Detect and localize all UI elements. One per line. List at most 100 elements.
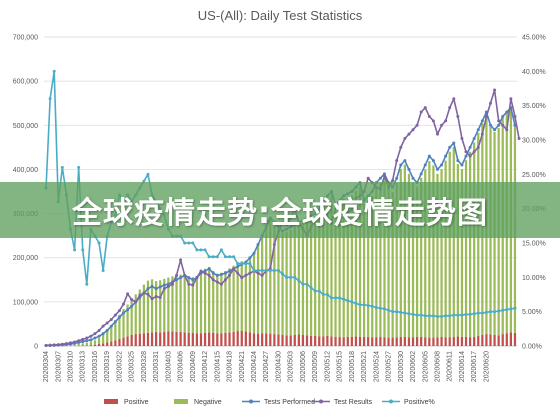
positive-point	[260, 268, 264, 272]
test-results-point	[464, 150, 468, 154]
right-tick-label: 35.00%	[522, 103, 546, 110]
test-results-point	[366, 176, 370, 180]
positive-point	[427, 314, 431, 318]
positive-point	[240, 262, 244, 266]
tests-performed-point	[81, 340, 85, 344]
test-results-point	[64, 342, 68, 346]
x-tick-label: 20200418	[227, 351, 234, 382]
positive-bar	[354, 336, 358, 346]
legend-item-positive: Positive%	[382, 399, 435, 406]
test-results-point	[505, 128, 509, 132]
positive-bar	[407, 337, 411, 346]
negative-bar	[322, 203, 325, 337]
negative-bar	[452, 146, 455, 337]
positive-bar	[367, 336, 370, 346]
test-results-point	[73, 340, 77, 344]
right-tick-label: 45.00%	[522, 35, 546, 42]
test-results-point	[97, 329, 101, 333]
test-results-point	[403, 137, 407, 141]
legend: Positive Negative Tests Performed Test Resu…	[104, 399, 435, 406]
x-tick-label: 20200328	[141, 351, 148, 382]
positive-bar	[460, 336, 464, 346]
negative-bar	[159, 280, 162, 333]
positive-point	[362, 303, 366, 307]
negative-bar	[362, 204, 366, 337]
negative-bar	[236, 262, 239, 331]
tests-performed-point	[146, 287, 150, 291]
x-tick-label: 20200430	[275, 351, 282, 382]
negative-bar	[338, 204, 341, 337]
negative-bar	[289, 229, 292, 336]
positive-bar	[371, 337, 374, 346]
negative-bar	[411, 182, 415, 338]
positive-bar	[281, 334, 284, 346]
positive-point	[395, 310, 399, 314]
legend-item-test-results: Test Results	[312, 399, 373, 406]
left-tick-label: 400,000	[13, 167, 38, 174]
negative-bar	[464, 160, 468, 337]
positive-point	[415, 313, 419, 317]
test-results-point	[468, 154, 472, 158]
positive-point	[493, 310, 497, 314]
positive-bar	[297, 334, 300, 346]
negative-bar	[191, 277, 194, 333]
positive-bar	[485, 334, 488, 346]
test-results-point	[130, 298, 134, 302]
positive-bar	[338, 336, 341, 346]
positive-point	[488, 310, 492, 314]
negative-bar	[309, 218, 313, 336]
tests-performed-point	[130, 304, 134, 308]
test-results-point	[456, 114, 460, 118]
positive-point	[325, 293, 329, 296]
tests-performed-point	[480, 119, 484, 123]
positive-bar	[232, 331, 235, 346]
negative-bar	[146, 280, 150, 333]
negative-bar	[122, 308, 125, 338]
positive-point	[338, 296, 342, 300]
positive-point	[244, 262, 248, 266]
negative-bar	[473, 142, 476, 337]
tests-performed-point	[154, 287, 158, 291]
test-results-point	[509, 97, 513, 101]
tests-performed-point	[452, 141, 456, 145]
right-tick-label: 30.00%	[522, 138, 546, 145]
positive-point	[199, 248, 203, 252]
x-tick-label: 20200403	[165, 351, 172, 382]
positive-point	[183, 241, 187, 245]
positive-bar	[228, 332, 231, 346]
test-results-point	[472, 150, 476, 154]
positive-bar	[130, 334, 133, 346]
positive-bar	[93, 344, 97, 346]
test-results-point	[183, 273, 187, 277]
test-results-point	[493, 88, 497, 92]
test-results-point	[448, 106, 452, 110]
negative-bar	[277, 228, 280, 335]
positive-point	[411, 312, 415, 316]
tests-performed-point	[427, 154, 431, 158]
positive-point	[468, 312, 472, 316]
legend-label: Positive	[124, 399, 149, 406]
test-results-point	[162, 287, 166, 291]
test-results-point	[93, 332, 97, 336]
positive-bar	[342, 337, 345, 346]
positive-point	[297, 279, 301, 283]
negative-bar	[432, 165, 435, 338]
positive-bar	[199, 333, 203, 346]
positive-bar	[150, 332, 154, 346]
positive-point	[370, 304, 374, 308]
positive-bar	[362, 336, 366, 346]
positive-point	[73, 248, 77, 252]
tests-performed-point	[89, 338, 93, 342]
tests-performed-point	[126, 308, 130, 312]
negative-bar	[126, 304, 129, 337]
negative-bar	[118, 314, 121, 339]
x-tick-label: 20200421	[239, 351, 246, 382]
positive-point	[334, 296, 338, 300]
x-tick-label: 20200620	[483, 351, 490, 382]
positive-bar	[97, 344, 101, 346]
negative-bar	[367, 199, 370, 337]
negative-bar	[269, 218, 272, 334]
negative-bar	[167, 277, 170, 332]
positive-point	[223, 255, 227, 259]
